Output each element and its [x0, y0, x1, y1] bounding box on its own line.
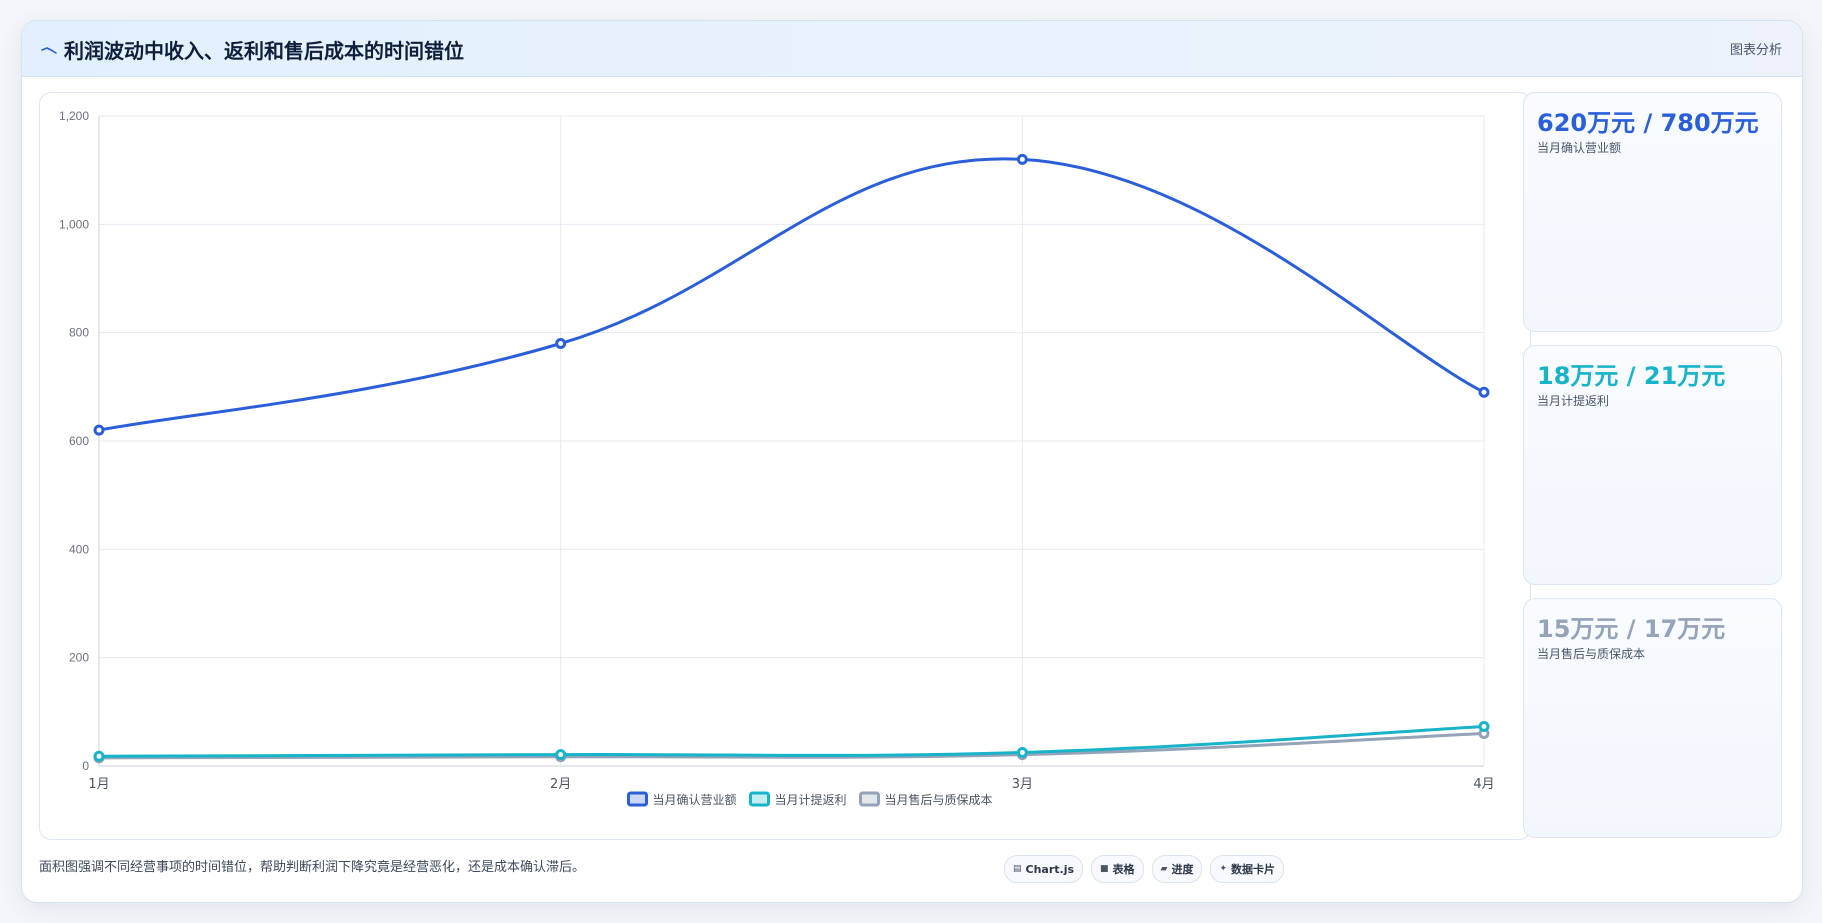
stat-label-rebate: 当月计提返利 — [1537, 394, 1610, 408]
stat-value-revenue: 620万元 / 780万元 — [1537, 109, 1759, 137]
legend-label: 当月售后与质保成本 — [885, 792, 993, 807]
data-point — [1478, 720, 1490, 732]
chip-label: 表格 — [1112, 863, 1135, 876]
x-tick-label: 3月 — [1012, 777, 1033, 792]
y-tick-label: 400 — [69, 542, 89, 556]
y-tick-label: 0 — [82, 759, 89, 773]
y-tick-label: 1,200 — [59, 109, 89, 123]
series-line — [98, 732, 1485, 760]
stat-label-revenue: 当月确认营业额 — [1537, 141, 1622, 155]
data-point — [93, 424, 105, 436]
stat-card-rebate: 18万元 / 21万元 当月计提返利 — [1523, 345, 1782, 585]
y-tick-label: 600 — [69, 434, 89, 448]
x-tick-label: 2月 — [550, 777, 571, 792]
chip-table[interactable]: ■ 表格 — [1091, 855, 1144, 883]
chip-label: Chart.js — [1025, 862, 1075, 876]
series-line — [98, 724, 1485, 758]
stat-card-revenue: 620万元 / 780万元 当月确认营业额 — [1523, 92, 1782, 332]
stat-card-aftersales: 15万元 / 17万元 当月售后与质保成本 — [1523, 598, 1782, 838]
sparkle-icon: ✦ — [1219, 864, 1228, 874]
chip-chartjs[interactable]: ▤ Chart.js — [1004, 855, 1084, 883]
y-tick-label: 1,000 — [59, 217, 89, 231]
legend-label: 当月确认营业额 — [653, 793, 737, 807]
series-line — [98, 157, 1485, 432]
data-point — [1016, 746, 1028, 758]
progress-icon: ▰ — [1160, 864, 1168, 874]
legend-swatch — [627, 791, 648, 807]
x-tick-label: 1月 — [88, 777, 109, 792]
chip-label: 数据卡片 — [1231, 863, 1276, 876]
table-icon: ■ — [1100, 864, 1109, 874]
data-point — [93, 750, 105, 762]
chip-data-cards[interactable]: ✦ 数据卡片 — [1210, 855, 1285, 883]
y-tick-label: 200 — [69, 651, 89, 665]
legend-swatch — [749, 791, 770, 807]
data-point — [1016, 153, 1028, 165]
data-point — [555, 749, 567, 761]
feature-chips: ▤ Chart.js ■ 表格 ▰ 进度 ✦ 数据卡片 — [1004, 855, 1285, 883]
chart-caption: 面积图强调不同经营事项的时间错位，帮助判断利润下降究竟是经营恶化，还是成本确认滞… — [39, 860, 586, 875]
chart-icon: ▤ — [1013, 864, 1022, 874]
legend-swatch — [859, 791, 880, 807]
chip-progress[interactable]: ▰ 进度 — [1151, 855, 1203, 883]
stat-value-aftersales: 15万元 / 17万元 — [1537, 615, 1726, 643]
stat-value-rebate: 18万元 / 21万元 — [1537, 362, 1726, 390]
stat-label-aftersales: 当月售后与质保成本 — [1537, 647, 1646, 661]
data-point — [555, 338, 567, 349]
x-tick-label: 4月 — [1473, 777, 1494, 792]
card-header: 利润波动中收入、返利和售后成本的时间错位 图表分析 — [22, 21, 1802, 77]
page-title: 利润波动中收入、返利和售后成本的时间错位 — [64, 39, 464, 63]
chart-panel: 0 200 400 600 800 1,000 1,200 1月 2月 3月 4月当月确认营业额 当月… — [39, 92, 1531, 840]
chart-analysis-link[interactable]: 图表分析 — [1729, 43, 1782, 58]
data-point — [1478, 386, 1490, 398]
legend-label: 当月计提返利 — [775, 792, 847, 807]
chip-label: 进度 — [1171, 863, 1194, 876]
trend-line-icon — [41, 47, 57, 54]
y-tick-label: 800 — [69, 326, 89, 340]
